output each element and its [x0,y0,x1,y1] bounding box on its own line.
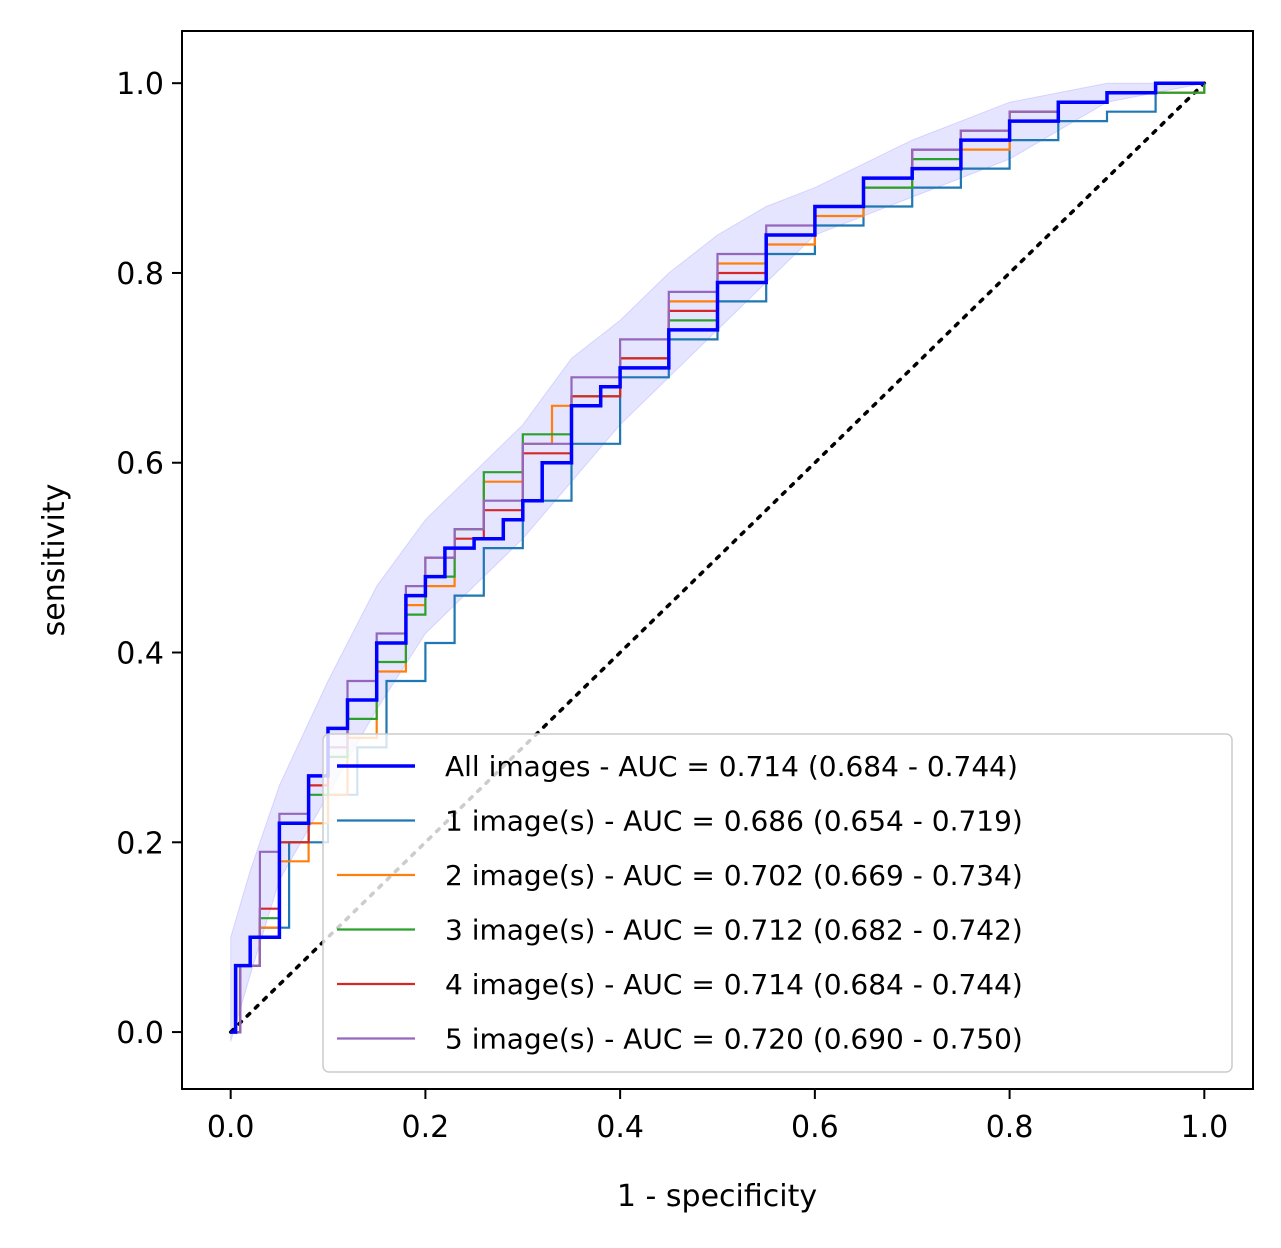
x-tick-label: 1.0 [1180,1110,1228,1145]
y-tick-label: 0.0 [116,1016,164,1051]
legend-label-5: 5 image(s) - AUC = 0.720 (0.690 - 0.750) [445,1023,1023,1056]
plot-frame [181,30,1254,1090]
legend-label-3: 3 image(s) - AUC = 0.712 (0.682 - 0.742) [445,914,1023,947]
chance-diagonal-line [228,81,1207,1034]
legend: All images - AUC = 0.714 (0.684 - 0.744)… [322,733,1233,1073]
x-axis-ticks: 0.0 0.2 0.4 0.6 0.8 1.0 [207,1089,1228,1145]
x-tick-label: 0.2 [402,1110,450,1145]
y-axis-ticks: 0.0 0.2 0.4 0.6 0.8 1.0 [116,67,182,1051]
y-tick-label: 0.4 [116,637,164,672]
legend-label-2: 2 image(s) - AUC = 0.702 (0.669 - 0.734) [445,859,1023,892]
x-tick-label: 0.6 [791,1110,839,1145]
x-tick-label: 0.8 [986,1110,1034,1145]
y-tick-label: 0.2 [116,826,164,861]
legend-label-4: 4 image(s) - AUC = 0.714 (0.684 - 0.744) [445,968,1023,1001]
y-axis-label: sensitivity [37,484,72,637]
x-tick-label: 0.0 [207,1110,255,1145]
y-tick-label: 0.8 [116,257,164,292]
x-tick-label: 0.4 [596,1110,644,1145]
legend-box [322,733,1233,1073]
y-tick-label: 0.6 [116,447,164,482]
legend-label-0: All images - AUC = 0.714 (0.684 - 0.744) [445,750,1018,783]
y-tick-label: 1.0 [116,67,164,102]
x-axis-label: 1 - specificity [617,1179,817,1214]
diagonal-layer [228,81,1207,1034]
legend-entries: All images - AUC = 0.714 (0.684 - 0.744)… [337,750,1023,1056]
legend-label-1: 1 image(s) - AUC = 0.686 (0.654 - 0.719) [445,805,1023,838]
